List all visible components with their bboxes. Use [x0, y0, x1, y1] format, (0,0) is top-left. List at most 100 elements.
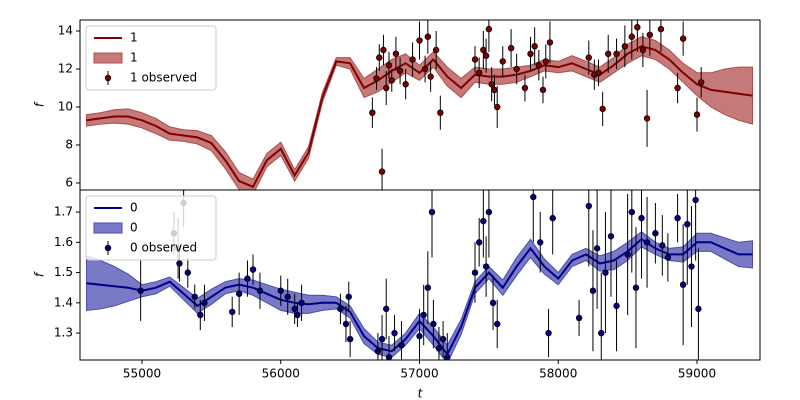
legend-box [85, 25, 217, 91]
observed-point [575, 314, 583, 322]
y-tick-label: 1.5 [54, 265, 73, 279]
observed-point [298, 299, 305, 307]
observed-point [613, 302, 620, 310]
observed-point [385, 354, 393, 360]
observed-point [391, 329, 398, 337]
observed-point [137, 287, 144, 294]
y-tick-label: 6 [65, 175, 73, 189]
observed-point [439, 335, 447, 343]
observed-point [346, 335, 354, 343]
legend-marker [104, 74, 112, 82]
observed-point [585, 54, 592, 61]
y-tick-label: 10 [58, 99, 73, 113]
x-tick-label: 59000 [678, 367, 716, 381]
observed-point [527, 50, 534, 58]
observed-point [674, 84, 681, 92]
observed-point [695, 305, 702, 313]
observed-point [537, 239, 544, 246]
observed-point [530, 193, 537, 201]
observed-point [396, 67, 404, 75]
observed-point [599, 105, 606, 113]
legend-patch [93, 222, 123, 234]
observed-point [613, 50, 620, 58]
observed-point [624, 251, 631, 258]
observed-point [602, 269, 609, 276]
observed-point [378, 168, 386, 175]
observed-point [392, 50, 400, 58]
observed-point [589, 287, 597, 294]
observed-point [482, 52, 490, 59]
observed-point [638, 214, 645, 222]
observed-point [409, 56, 416, 63]
observed-point [621, 43, 629, 50]
observed-point [435, 345, 443, 352]
x-tick-label: 55000 [123, 367, 161, 381]
observed-point [693, 111, 701, 118]
x-axis-label: t [418, 387, 424, 400]
y-tick-label: 1.3 [54, 326, 73, 340]
x-tick-label: 56000 [262, 367, 300, 381]
observed-point [291, 305, 298, 313]
observed-point [607, 233, 615, 240]
observed-point [628, 33, 635, 40]
observed-point [513, 65, 520, 73]
observed-point [374, 348, 382, 355]
observed-point [369, 109, 376, 116]
mean-line [86, 45, 753, 189]
observed-point [421, 65, 429, 73]
observed-point [488, 81, 495, 88]
observed-point [494, 103, 501, 111]
observed-point [373, 75, 380, 82]
observed-point [634, 24, 641, 31]
observed-point [402, 81, 409, 88]
observed-point [482, 263, 490, 270]
observed-point [428, 208, 436, 216]
observed-point [646, 31, 654, 39]
observed-point [652, 230, 659, 237]
observed-point [664, 254, 672, 261]
y-axis-label: f [33, 271, 47, 277]
observed-point [427, 73, 434, 80]
y-axis-label: f [33, 101, 47, 107]
observed-point [593, 245, 601, 252]
observed-point [432, 46, 440, 54]
legend-label: 1 [130, 31, 138, 45]
observed-point [437, 109, 444, 116]
observed-point [380, 46, 387, 54]
observed-point [424, 284, 432, 291]
legend-box [85, 195, 217, 261]
observed-point [657, 25, 665, 33]
observed-point [643, 115, 651, 122]
observed-point [294, 311, 301, 319]
observed-point [643, 239, 651, 246]
observed-point [692, 196, 699, 204]
legend-patch [93, 52, 123, 64]
x-tick-label: 58000 [539, 367, 577, 381]
y-tick-label: 1.6 [54, 235, 73, 249]
observed-point [539, 86, 547, 94]
observed-point [545, 329, 552, 337]
observed-point [659, 242, 666, 249]
confidence-band [86, 36, 753, 190]
observed-point [201, 299, 208, 307]
y-tick-label: 1.7 [54, 205, 73, 219]
observed-point [535, 62, 543, 69]
observed-point [628, 208, 635, 216]
observed-point [605, 50, 612, 58]
observed-point [398, 341, 405, 349]
observed-point [475, 69, 483, 77]
observed-point [244, 275, 251, 282]
observed-point [388, 77, 395, 84]
legend-marker [104, 244, 112, 252]
observed-point [345, 293, 352, 300]
legend-label: 0 [130, 201, 138, 215]
plot-area [86, 190, 753, 360]
legend-label: 1 [130, 51, 138, 65]
x-tick-label: 57000 [400, 367, 438, 381]
observed-point [697, 79, 705, 86]
observed-point [494, 320, 501, 328]
observed-point [420, 311, 427, 319]
observed-point [480, 46, 487, 54]
observed-point [376, 54, 383, 61]
